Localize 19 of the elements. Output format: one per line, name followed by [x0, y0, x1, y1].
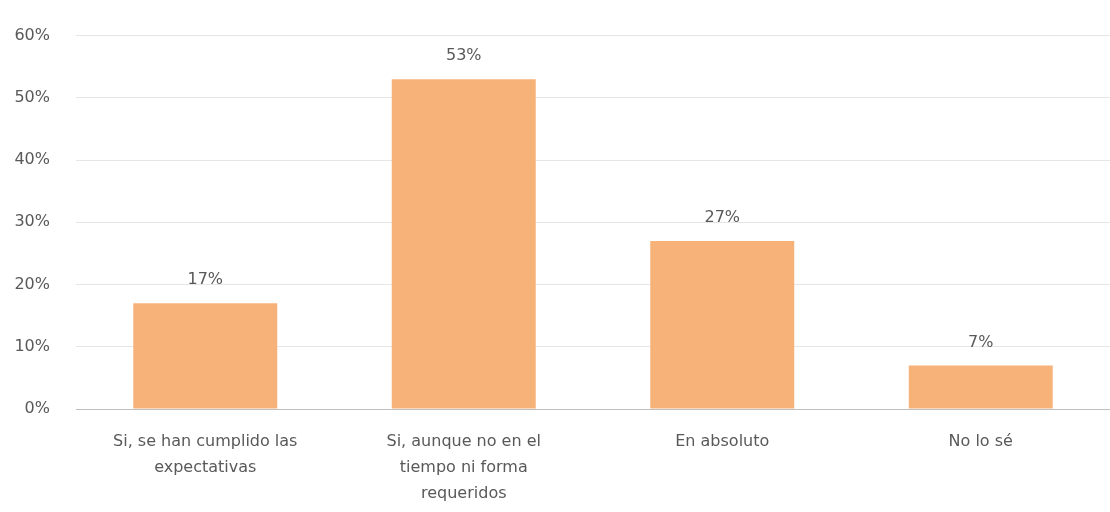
- x-tick-label: Si, se han cumplido las expectativas: [113, 431, 298, 477]
- bar: [650, 240, 795, 409]
- data-label: 17%: [187, 269, 224, 289]
- data-label: 53%: [445, 45, 482, 65]
- y-tick-label: 40%: [14, 149, 50, 169]
- bar: [908, 365, 1053, 409]
- x-tick-label: En absoluto: [675, 431, 770, 451]
- y-tick-label: 60%: [14, 24, 50, 44]
- x-tick-label: No lo sé: [948, 431, 1013, 451]
- data-label: 27%: [704, 207, 741, 227]
- x-tick-label: Si, aunque no en el tiempo ni forma requeridos: [386, 431, 541, 502]
- data-label: 7%: [968, 331, 994, 351]
- y-tick-label: 10%: [14, 335, 50, 355]
- y-tick-label: 0%: [24, 398, 50, 418]
- bar: [133, 303, 278, 409]
- y-tick-label: 30%: [14, 211, 50, 231]
- bar: [391, 79, 536, 409]
- y-tick-label: 20%: [14, 273, 50, 293]
- y-tick-label: 50%: [14, 86, 50, 106]
